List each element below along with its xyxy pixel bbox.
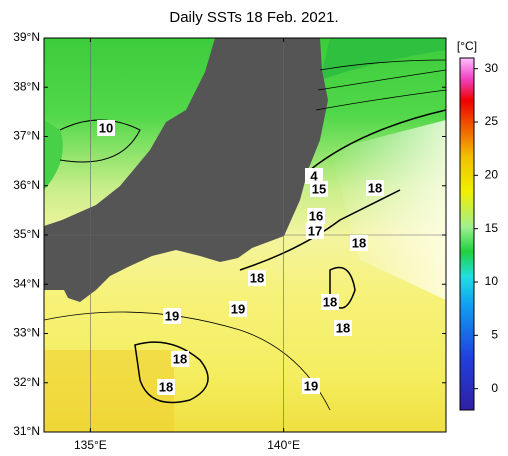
contour-label-box [307, 208, 325, 224]
y-tick-label: 32°N [13, 375, 40, 389]
axes: 39°N 38°N 37°N 36°N 35°N 34°N 33°N 32°N 31°N 135°… [13, 30, 446, 452]
colorbar-tick-label: 15 [485, 221, 499, 235]
contour [134, 341, 209, 404]
contour-label-box [334, 320, 352, 336]
contour-label-box [163, 308, 181, 324]
contour [59, 119, 141, 163]
contour [315, 59, 446, 111]
contour-label-box [248, 270, 266, 286]
contour-label-box [366, 180, 384, 196]
contour-label: 19 [304, 378, 318, 393]
map-title: Daily SSTs 18 Feb. 2021. [169, 9, 338, 26]
contour-label-box [321, 294, 339, 310]
grid [44, 38, 446, 432]
contour-label-box [97, 120, 115, 136]
y-tick-label: 31°N [13, 424, 40, 438]
contour [44, 311, 331, 411]
contour-label-box [350, 235, 368, 251]
cold-sea [320, 38, 446, 80]
y-tick-label: 37°N [13, 129, 40, 143]
y-tick-label: 39°N [13, 30, 40, 44]
contour-label-box [302, 378, 320, 394]
x-tick-label: 135°E [74, 438, 107, 452]
contour-label: 18 [336, 320, 350, 335]
colorbar-tick-label: 20 [485, 168, 499, 182]
contour-label: 18 [323, 294, 337, 309]
colorbar-tick-label: 5 [491, 328, 498, 342]
contour-label: 4 [310, 168, 318, 183]
contour-label-box [157, 379, 175, 395]
colorbar-tick-label: 0 [491, 381, 498, 395]
contour [309, 109, 446, 171]
contour-label: 18 [159, 379, 173, 394]
y-tick-label: 34°N [13, 276, 40, 290]
colorbar-tick-label: 10 [485, 274, 499, 288]
contour-label: 10 [99, 120, 113, 135]
colorbar-tick-label: 30 [485, 61, 499, 75]
colorbar [459, 57, 475, 411]
colorbar-tick-label: 25 [485, 114, 499, 128]
contour-label: 19 [165, 308, 179, 323]
contour-label: 18 [368, 180, 382, 195]
colorbar-unit: [°C] [457, 39, 477, 53]
land [44, 255, 104, 290]
land [212, 70, 224, 86]
contour-label-box [305, 168, 323, 184]
contour-label: 16 [309, 208, 323, 223]
contour-label: 19 [231, 301, 245, 316]
contour-label-box [171, 351, 189, 367]
contour-label: 15 [312, 181, 326, 196]
x-tick-label: 140°E [267, 438, 300, 452]
warm-sea [44, 350, 174, 432]
contour-label: 18 [173, 351, 187, 366]
sea-shade [330, 120, 446, 300]
land [44, 38, 328, 302]
colorbar-ticks: 0 5 10 15 20 25 30 [474, 61, 498, 395]
sea [44, 120, 63, 190]
contour-label: 18 [352, 235, 366, 250]
contour-label-box [229, 301, 247, 317]
contour-label: 18 [250, 270, 264, 285]
y-tick-label: 33°N [13, 326, 40, 340]
contour-label: 17 [308, 223, 322, 238]
y-tick-label: 35°N [13, 227, 40, 241]
contour [239, 189, 401, 271]
y-tick-label: 38°N [13, 79, 40, 93]
contour-label-box [306, 223, 324, 239]
contour-label-box [310, 181, 328, 197]
y-tick-label: 36°N [13, 178, 40, 192]
